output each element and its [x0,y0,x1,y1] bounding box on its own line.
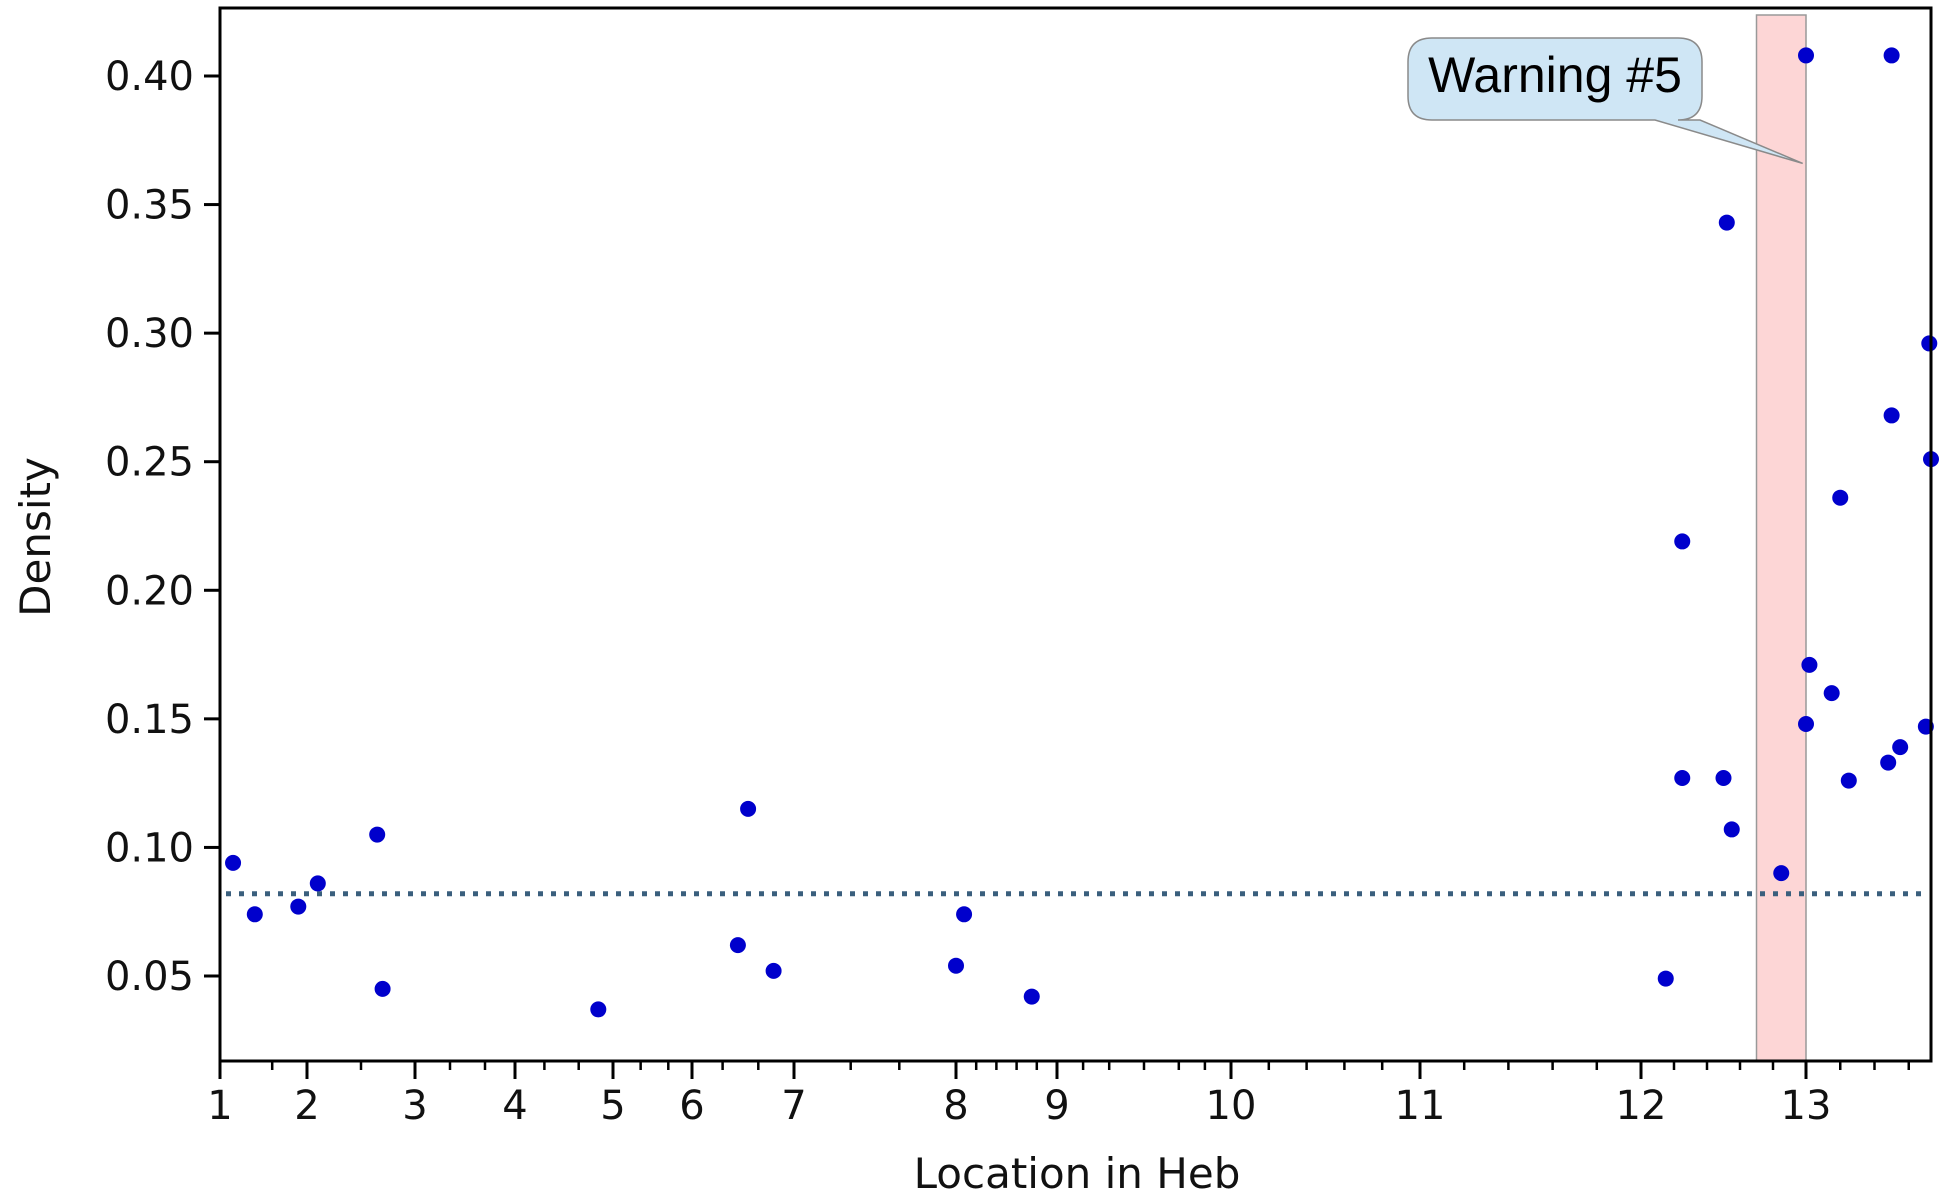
data-point-8 [729,937,746,954]
data-point-22 [1798,716,1814,732]
data-point-14 [1657,970,1674,987]
data-point-20 [1773,865,1790,882]
y-axis-title: Density [11,457,60,617]
data-point-28 [1883,47,1900,64]
y-tick-label-5: 0.25 [105,440,194,486]
data-point-15 [1674,770,1691,786]
y-tick-label-3: 0.15 [105,697,194,743]
data-point-30 [1892,739,1909,756]
data-point-16 [1674,533,1691,550]
x-tick-label-4: 4 [502,1083,527,1129]
y-tick-label-2: 0.10 [105,825,194,871]
y-tick-label-8: 0.40 [105,54,194,100]
plot-area: Warning #5 [218,6,1939,1063]
x-tick-label-6: 6 [679,1083,704,1129]
x-tick-label-9: 9 [1044,1083,1069,1129]
data-point-1 [225,854,242,871]
data-points [225,47,1939,1018]
data-point-2 [246,906,263,923]
data-point-7 [590,1001,607,1018]
y-tick-label-4: 0.20 [105,568,194,614]
data-point-19 [1723,821,1740,838]
data-point-10 [765,962,782,979]
x-axis-title: Location in Heb [914,1149,1241,1194]
x-tick-label-12: 12 [1616,1083,1667,1129]
warning-callout-text: Warning #5 [1428,47,1682,103]
y-tick-label-6: 0.30 [105,311,194,357]
y-tick-label-7: 0.35 [105,183,194,229]
data-point-9 [740,800,757,817]
data-point-32 [1921,335,1938,352]
plot-frame [218,6,1933,1063]
x-tick-label-5: 5 [600,1083,625,1129]
data-point-6 [374,980,391,997]
x-tick-label-13: 13 [1781,1083,1832,1129]
x-tick-label-1: 1 [207,1083,232,1129]
data-point-24 [1823,685,1840,702]
x-axis: 1 2 3 4 5 6 7 8 9 10 11 12 13 [207,1061,1910,1129]
data-point-5 [369,826,386,843]
x-tick-label-8: 8 [943,1083,968,1129]
data-point-21 [1798,47,1814,64]
warning-callout [1407,37,1803,165]
data-point-17 [1715,770,1732,786]
data-point-13 [1023,988,1040,1005]
highlight-band [1755,14,1807,1062]
data-point-18 [1718,214,1735,231]
data-point-25 [1832,489,1849,506]
data-point-27 [1880,754,1897,771]
data-point-26 [1840,772,1857,789]
data-point-23 [1801,656,1818,673]
data-point-3 [290,898,307,915]
data-point-4 [309,875,326,892]
x-tick-label-10: 10 [1206,1083,1257,1129]
x-tick-label-11: 11 [1395,1083,1446,1129]
data-point-12 [956,906,973,923]
x-tick-label-7: 7 [781,1083,806,1129]
y-tick-label-1: 0.05 [105,954,194,1000]
data-point-11 [948,957,964,974]
y-axis: 0.05 0.10 0.15 0.20 0.25 0.30 0.35 0.40 [105,54,220,1000]
data-point-29 [1883,407,1900,424]
x-tick-label-3: 3 [402,1083,427,1129]
x-tick-label-2: 2 [294,1083,319,1129]
